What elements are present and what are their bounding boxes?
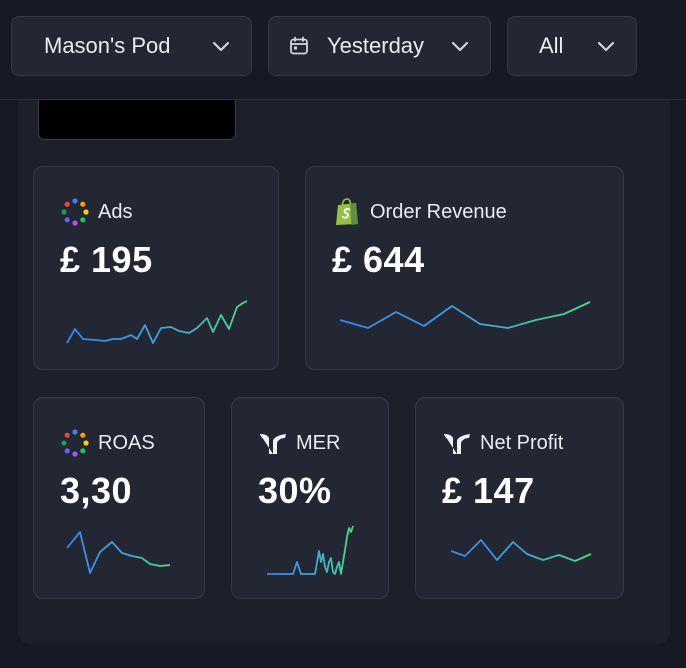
order-revenue-title: Order Revenue: [370, 200, 507, 223]
order-revenue-value: £ 644: [332, 239, 425, 280]
hidden-content-block: [38, 100, 236, 140]
multicolor-dots-icon: [61, 429, 89, 457]
ads-sparkline: [66, 300, 248, 344]
net-profit-card[interactable]: Net Profit £ 147: [415, 397, 624, 599]
date-range-label: Yesterday: [327, 33, 425, 58]
card-title: MER: [258, 428, 340, 458]
ads-card[interactable]: Ads £ 195: [33, 166, 279, 370]
card-title: Order Revenue: [332, 197, 507, 227]
ads-value: £ 195: [60, 239, 153, 280]
pod-dropdown-label: Mason's Pod: [44, 33, 171, 58]
order-revenue-card[interactable]: Order Revenue £ 644: [305, 166, 624, 370]
order-revenue-sparkline: [339, 301, 591, 329]
brand-logo-icon: [444, 434, 470, 454]
calendar-icon: [290, 36, 308, 55]
filter-bar: Mason's Pod Yesterday All: [0, 0, 686, 100]
chevron-down-icon: [597, 41, 615, 52]
net-profit-value: £ 147: [442, 470, 535, 511]
card-title: Ads: [60, 197, 132, 227]
mer-card[interactable]: MER 30%: [231, 397, 389, 599]
chevron-down-icon: [212, 41, 230, 52]
card-title: Net Profit: [442, 428, 563, 458]
mer-value: 30%: [258, 470, 332, 511]
mer-sparkline: [267, 525, 354, 575]
scope-dropdown[interactable]: All: [507, 16, 637, 76]
roas-value: 3,30: [60, 470, 133, 511]
ads-title: Ads: [98, 200, 133, 223]
roas-sparkline: [66, 531, 171, 574]
net-profit-title: Net Profit: [480, 431, 564, 454]
net-profit-sparkline: [450, 539, 592, 562]
shopify-bag-icon: [336, 198, 358, 225]
brand-logo-icon: [260, 434, 286, 454]
date-range-dropdown[interactable]: Yesterday: [268, 16, 491, 76]
scope-dropdown-label: All: [539, 33, 564, 58]
mer-title: MER: [296, 431, 341, 454]
multicolor-dots-icon: [61, 198, 89, 226]
roas-card[interactable]: ROAS 3,30: [33, 397, 205, 599]
chevron-down-icon: [451, 41, 469, 52]
roas-title: ROAS: [98, 431, 155, 454]
pod-dropdown[interactable]: Mason's Pod: [11, 16, 252, 76]
card-title: ROAS: [60, 428, 155, 458]
